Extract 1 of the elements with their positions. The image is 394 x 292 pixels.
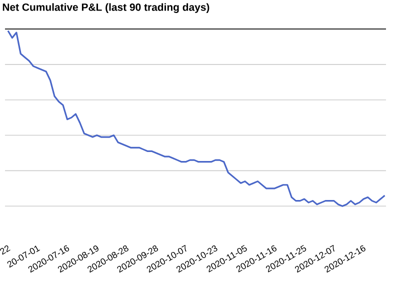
chart-title: Net Cumulative P&L (last 90 trading days) — [2, 3, 210, 13]
